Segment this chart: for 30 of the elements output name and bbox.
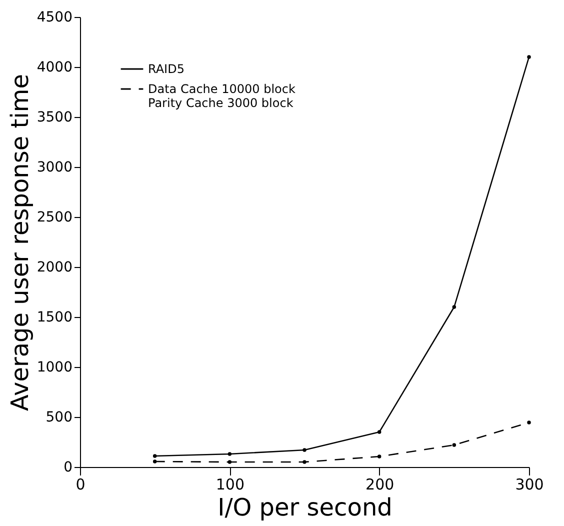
y-tick-label: 0 <box>64 460 72 476</box>
legend-label: Data Cache 10000 block Parity Cache 3000 block <box>148 82 296 110</box>
y-tick-label: 1000 <box>36 360 72 376</box>
y-tick-label: 1500 <box>36 310 72 326</box>
point <box>302 448 306 452</box>
point <box>228 460 232 464</box>
y-tick-label: 2000 <box>36 260 72 276</box>
x-tick-label: 300 <box>515 476 544 494</box>
x-axis-title: I/O per second <box>218 494 392 522</box>
y-tick-label: 4000 <box>36 60 72 76</box>
point <box>228 452 232 456</box>
point <box>302 460 306 464</box>
y-axis-title: Average user response time <box>6 74 34 412</box>
y-tick-label: 2500 <box>36 210 72 226</box>
x-tick-label: 200 <box>366 476 394 494</box>
point <box>452 305 456 309</box>
point <box>152 460 157 464</box>
y-tick-label: 3000 <box>36 160 72 176</box>
point <box>527 420 531 424</box>
point <box>452 443 456 447</box>
point <box>377 454 382 458</box>
point <box>377 430 382 434</box>
legend-label: RAID5 <box>148 62 184 76</box>
point <box>152 454 157 458</box>
y-tick-label: 3500 <box>36 110 72 126</box>
y-tick-label: 500 <box>46 410 72 426</box>
y-tick-label: 4500 <box>36 10 72 26</box>
x-tick-label: 100 <box>216 476 244 494</box>
point <box>527 55 531 59</box>
x-tick-label: 0 <box>76 476 86 494</box>
